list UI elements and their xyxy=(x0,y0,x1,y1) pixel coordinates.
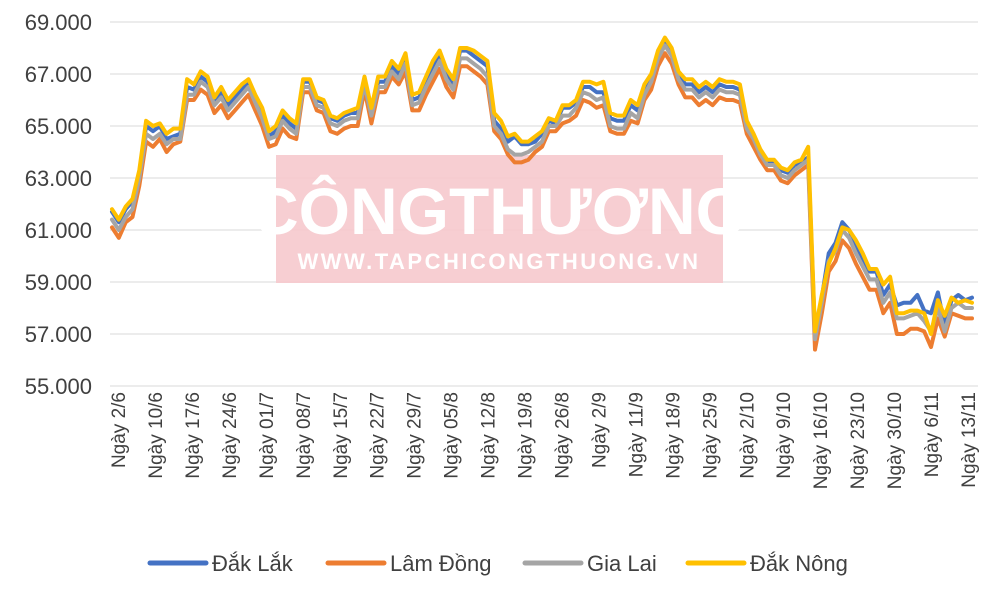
x-tick-label: Ngày 12/8 xyxy=(479,392,500,479)
x-tick-label: Ngày 25/9 xyxy=(700,392,721,479)
legend-label: Đắk Lắk xyxy=(212,551,294,576)
x-tick-label: Ngày 6/11 xyxy=(922,392,943,477)
x-tick-label: Ngày 01/7 xyxy=(257,392,278,479)
x-tick-label: Ngày 24/6 xyxy=(220,392,241,479)
y-axis-ticks: 55.000 57.000 59.000 61.000 63.000 65.000 67.0… xyxy=(25,10,92,399)
x-tick-label: Ngày 11/9 xyxy=(626,392,647,477)
x-tick-label: Ngày 08/7 xyxy=(294,392,315,479)
x-tick-label: Ngày 9/10 xyxy=(774,392,795,479)
x-tick-label: Ngày 2/6 xyxy=(109,392,130,468)
x-tick-label: Ngày 26/8 xyxy=(552,392,573,479)
watermark-logo-text: CÔNGTHƯƠNG xyxy=(251,174,747,248)
x-tick-label: Ngày 13/11 xyxy=(959,392,980,488)
legend: Đắk Lắk Lâm Đồng Gia Lai Đắk Nông xyxy=(147,551,848,576)
x-tick-label: Ngày 23/10 xyxy=(848,392,869,489)
y-tick-label: 63.000 xyxy=(25,166,92,191)
x-tick-label: Ngày 29/7 xyxy=(405,392,426,479)
y-tick-label: 69.000 xyxy=(25,10,92,35)
series-line-4 xyxy=(110,35,974,336)
y-tick-label: 55.000 xyxy=(25,374,92,399)
x-tick-label: Ngày 22/7 xyxy=(368,392,389,479)
x-tick-label: Ngày 2/10 xyxy=(737,392,758,479)
watermark-url: WWW.TAPCHICONGTHUONG.VN xyxy=(298,249,701,274)
y-tick-label: 67.000 xyxy=(25,62,92,87)
y-tick-label: 57.000 xyxy=(25,322,92,347)
x-tick-label: Ngày 19/8 xyxy=(516,392,537,479)
watermark-background xyxy=(276,155,723,283)
x-tick-label: Ngày 10/6 xyxy=(146,392,167,479)
x-tick-label: Ngày 2/9 xyxy=(589,392,610,468)
y-tick-label: 65.000 xyxy=(25,114,92,139)
x-tick-label: Ngày 30/10 xyxy=(885,392,906,489)
x-tick-label: Ngày 05/8 xyxy=(442,392,463,479)
y-tick-label: 61.000 xyxy=(25,218,92,243)
legend-label: Đắk Nông xyxy=(750,551,848,576)
x-tick-label: Ngày 15/7 xyxy=(331,392,352,479)
legend-label: Gia Lai xyxy=(587,551,657,576)
x-tick-label: Ngày 16/10 xyxy=(811,392,832,489)
watermark: CÔNGTHƯƠNG WWW.TAPCHICONGTHUONG.VN xyxy=(251,155,747,283)
x-tick-label: Ngày 18/9 xyxy=(663,392,684,479)
x-tick-label: Ngày 17/6 xyxy=(183,392,204,479)
legend-label: Lâm Đồng xyxy=(390,551,492,576)
y-tick-label: 59.000 xyxy=(25,270,92,295)
x-axis-ticks: Ngày 2/6 Ngày 10/6 Ngày 17/6 Ngày 24/6 Ngày … xyxy=(109,392,980,489)
series-lines xyxy=(110,35,974,352)
